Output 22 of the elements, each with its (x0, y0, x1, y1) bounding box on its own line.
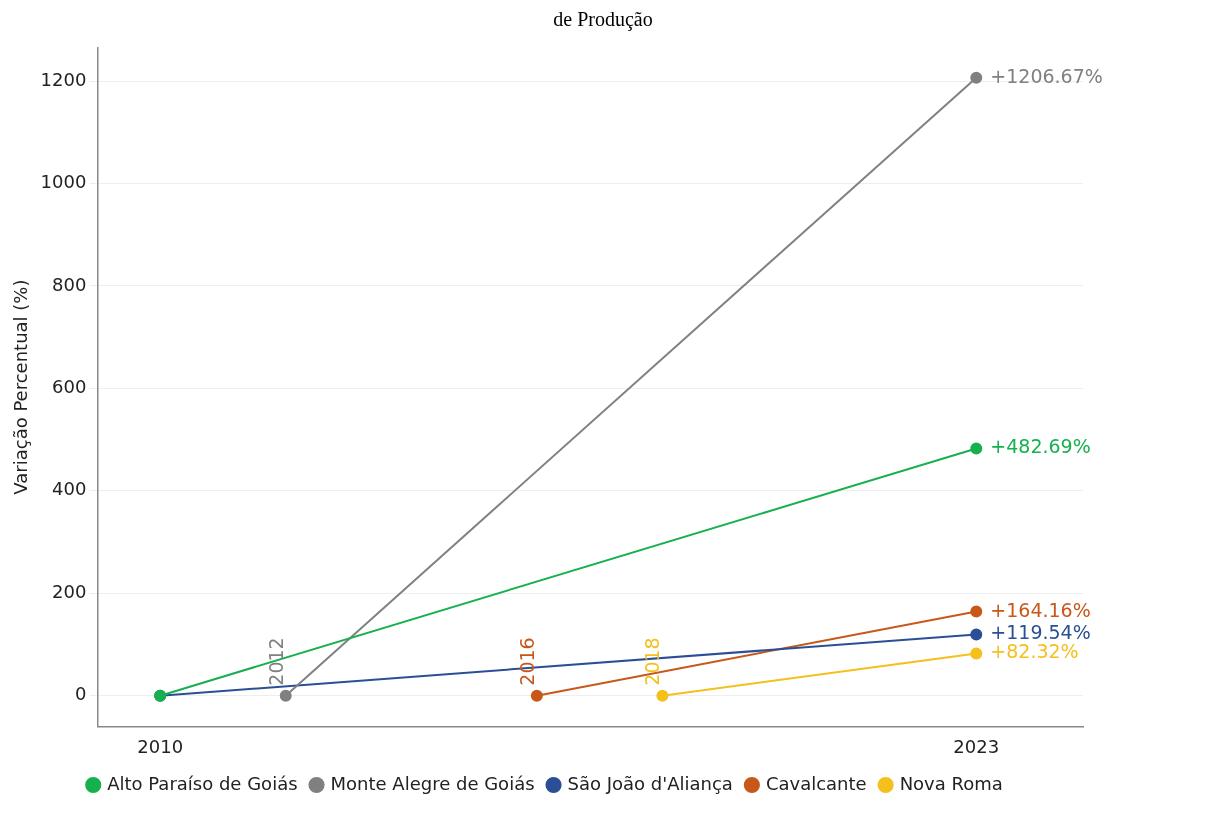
y-tick-label: 400 (52, 478, 87, 500)
annotation: 2018 (641, 637, 664, 686)
annotation: 2012 (264, 637, 287, 686)
y-axis-title: Variação Percentual (%) (10, 279, 32, 495)
y-tick-label: 1200 (40, 68, 87, 90)
legend-label: Alto Paraíso de Goiás (107, 772, 298, 794)
legend-label: Nova Roma (899, 772, 1003, 794)
annotation: 2016 (515, 637, 538, 686)
x-tick-label: 2010 (137, 735, 184, 757)
data-label: +164.16% (990, 598, 1091, 621)
y-tick-label: 200 (52, 580, 87, 602)
y-tick-label: 1000 (40, 171, 87, 193)
x-tick-label: 2023 (953, 735, 1000, 757)
data-label: +1206.67% (990, 64, 1103, 87)
y-tick-label: 600 (52, 376, 87, 398)
legend-label: Cavalcante (765, 772, 867, 794)
data-label: +482.69% (990, 435, 1091, 458)
legend-label: Monte Alegre de Goiás (330, 772, 535, 794)
y-tick-label: 800 (52, 273, 87, 295)
chart-title: de Produção (552, 8, 654, 33)
legend-label: São João d'Aliança (567, 772, 733, 794)
y-tick-label: 0 (74, 683, 87, 705)
